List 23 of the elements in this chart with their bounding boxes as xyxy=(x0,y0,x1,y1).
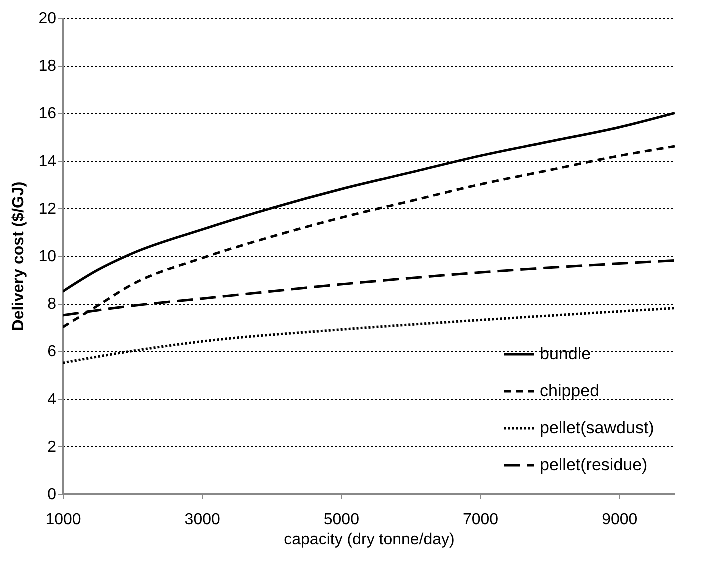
y-tick-label: 8 xyxy=(48,296,57,314)
legend-label: chipped xyxy=(540,382,600,400)
y-tick-label: 20 xyxy=(38,10,57,28)
y-tick-label: 10 xyxy=(38,248,57,266)
x-tick-label: 1000 xyxy=(46,512,82,528)
legend-label: pellet(sawdust) xyxy=(540,418,654,438)
y-tick-label: 6 xyxy=(48,344,57,361)
x-axis-title: capacity (dry tonne/day) xyxy=(284,532,455,548)
y-tick-label: 18 xyxy=(38,58,57,76)
line-series xyxy=(63,145,675,329)
legend-label: pellet(residue) xyxy=(540,456,648,474)
x-tick-label: 3000 xyxy=(184,512,220,528)
y-tick-label: 16 xyxy=(38,106,57,123)
y-axis-title: Delivery cost ($/GJ) xyxy=(10,182,28,332)
x-tick-label: 7000 xyxy=(462,512,499,528)
y-tick-label: 12 xyxy=(38,200,57,218)
x-tick-label: 9000 xyxy=(602,512,638,528)
y-tick-label: 2 xyxy=(48,438,57,456)
y-tick-label: 0 xyxy=(48,486,57,504)
line-series xyxy=(63,307,675,364)
x-tick-label: 5000 xyxy=(324,512,360,528)
y-tick-label: 14 xyxy=(38,153,57,170)
y-tick-label: 4 xyxy=(48,391,57,408)
